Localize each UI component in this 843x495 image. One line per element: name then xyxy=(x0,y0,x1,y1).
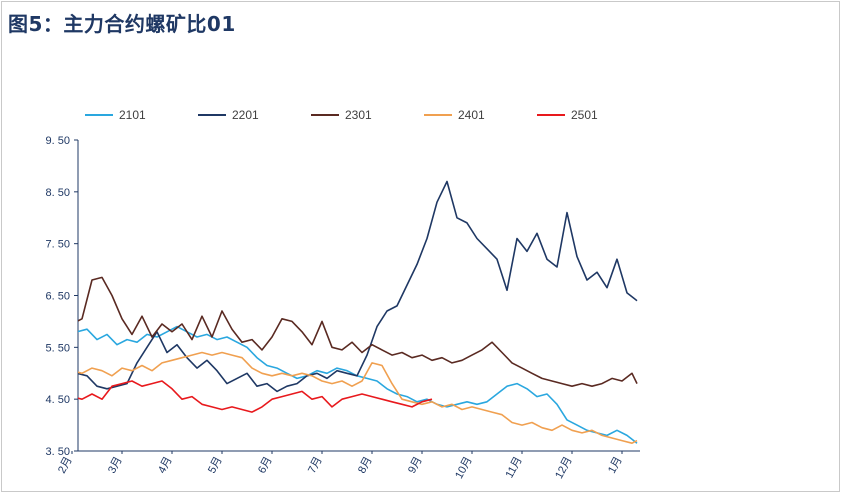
series-line-2501 xyxy=(78,380,433,413)
plot-area xyxy=(78,180,638,445)
legend-label-2401: 2401 xyxy=(458,108,485,122)
x-tick-label: 1月 xyxy=(606,455,625,476)
x-tick-label: 10月 xyxy=(453,455,475,481)
y-axis: 3. 50 4. 50 5. 50 6. 50 7. 50 8. 50 9. 50 xyxy=(46,135,79,458)
legend-label-2501: 2501 xyxy=(571,108,598,122)
series-line-2101 xyxy=(78,325,638,444)
x-tick-label: 3月 xyxy=(106,455,125,476)
y-tick-label: 3. 50 xyxy=(46,446,70,458)
x-tick-label: 7月 xyxy=(306,455,325,476)
x-axis: 2月 3月 4月 5月 6月 7月 8月 9月 10月 11月 12月 1月 xyxy=(56,450,640,481)
y-tick-label: 8. 50 xyxy=(46,187,70,199)
x-tick-label: 6月 xyxy=(256,455,275,476)
legend-label-2101: 2101 xyxy=(119,108,146,122)
legend-label-2301: 2301 xyxy=(345,108,372,122)
y-tick-label: 7. 50 xyxy=(46,239,70,251)
chart-title: 图5：主力合约螺矿比01 xyxy=(8,12,236,36)
y-tick-label: 5. 50 xyxy=(46,342,70,354)
x-tick-label: 9月 xyxy=(406,455,425,476)
series-line-2201 xyxy=(78,180,638,393)
x-tick-label: 4月 xyxy=(156,455,175,476)
legend-label-2201: 2201 xyxy=(232,108,259,122)
x-tick-label: 8月 xyxy=(356,455,375,476)
series-line-2301 xyxy=(78,276,638,388)
series-line-2401 xyxy=(78,351,638,445)
x-tick-label: 12月 xyxy=(553,455,575,481)
x-tick-label: 5月 xyxy=(206,455,225,476)
x-tick-label: 11月 xyxy=(504,455,525,480)
y-tick-label: 6. 50 xyxy=(46,291,70,303)
y-tick-label: 4. 50 xyxy=(46,394,70,406)
y-tick-label: 9. 50 xyxy=(46,135,70,147)
legend: 2101 2201 2301 2401 2501 xyxy=(85,108,598,122)
